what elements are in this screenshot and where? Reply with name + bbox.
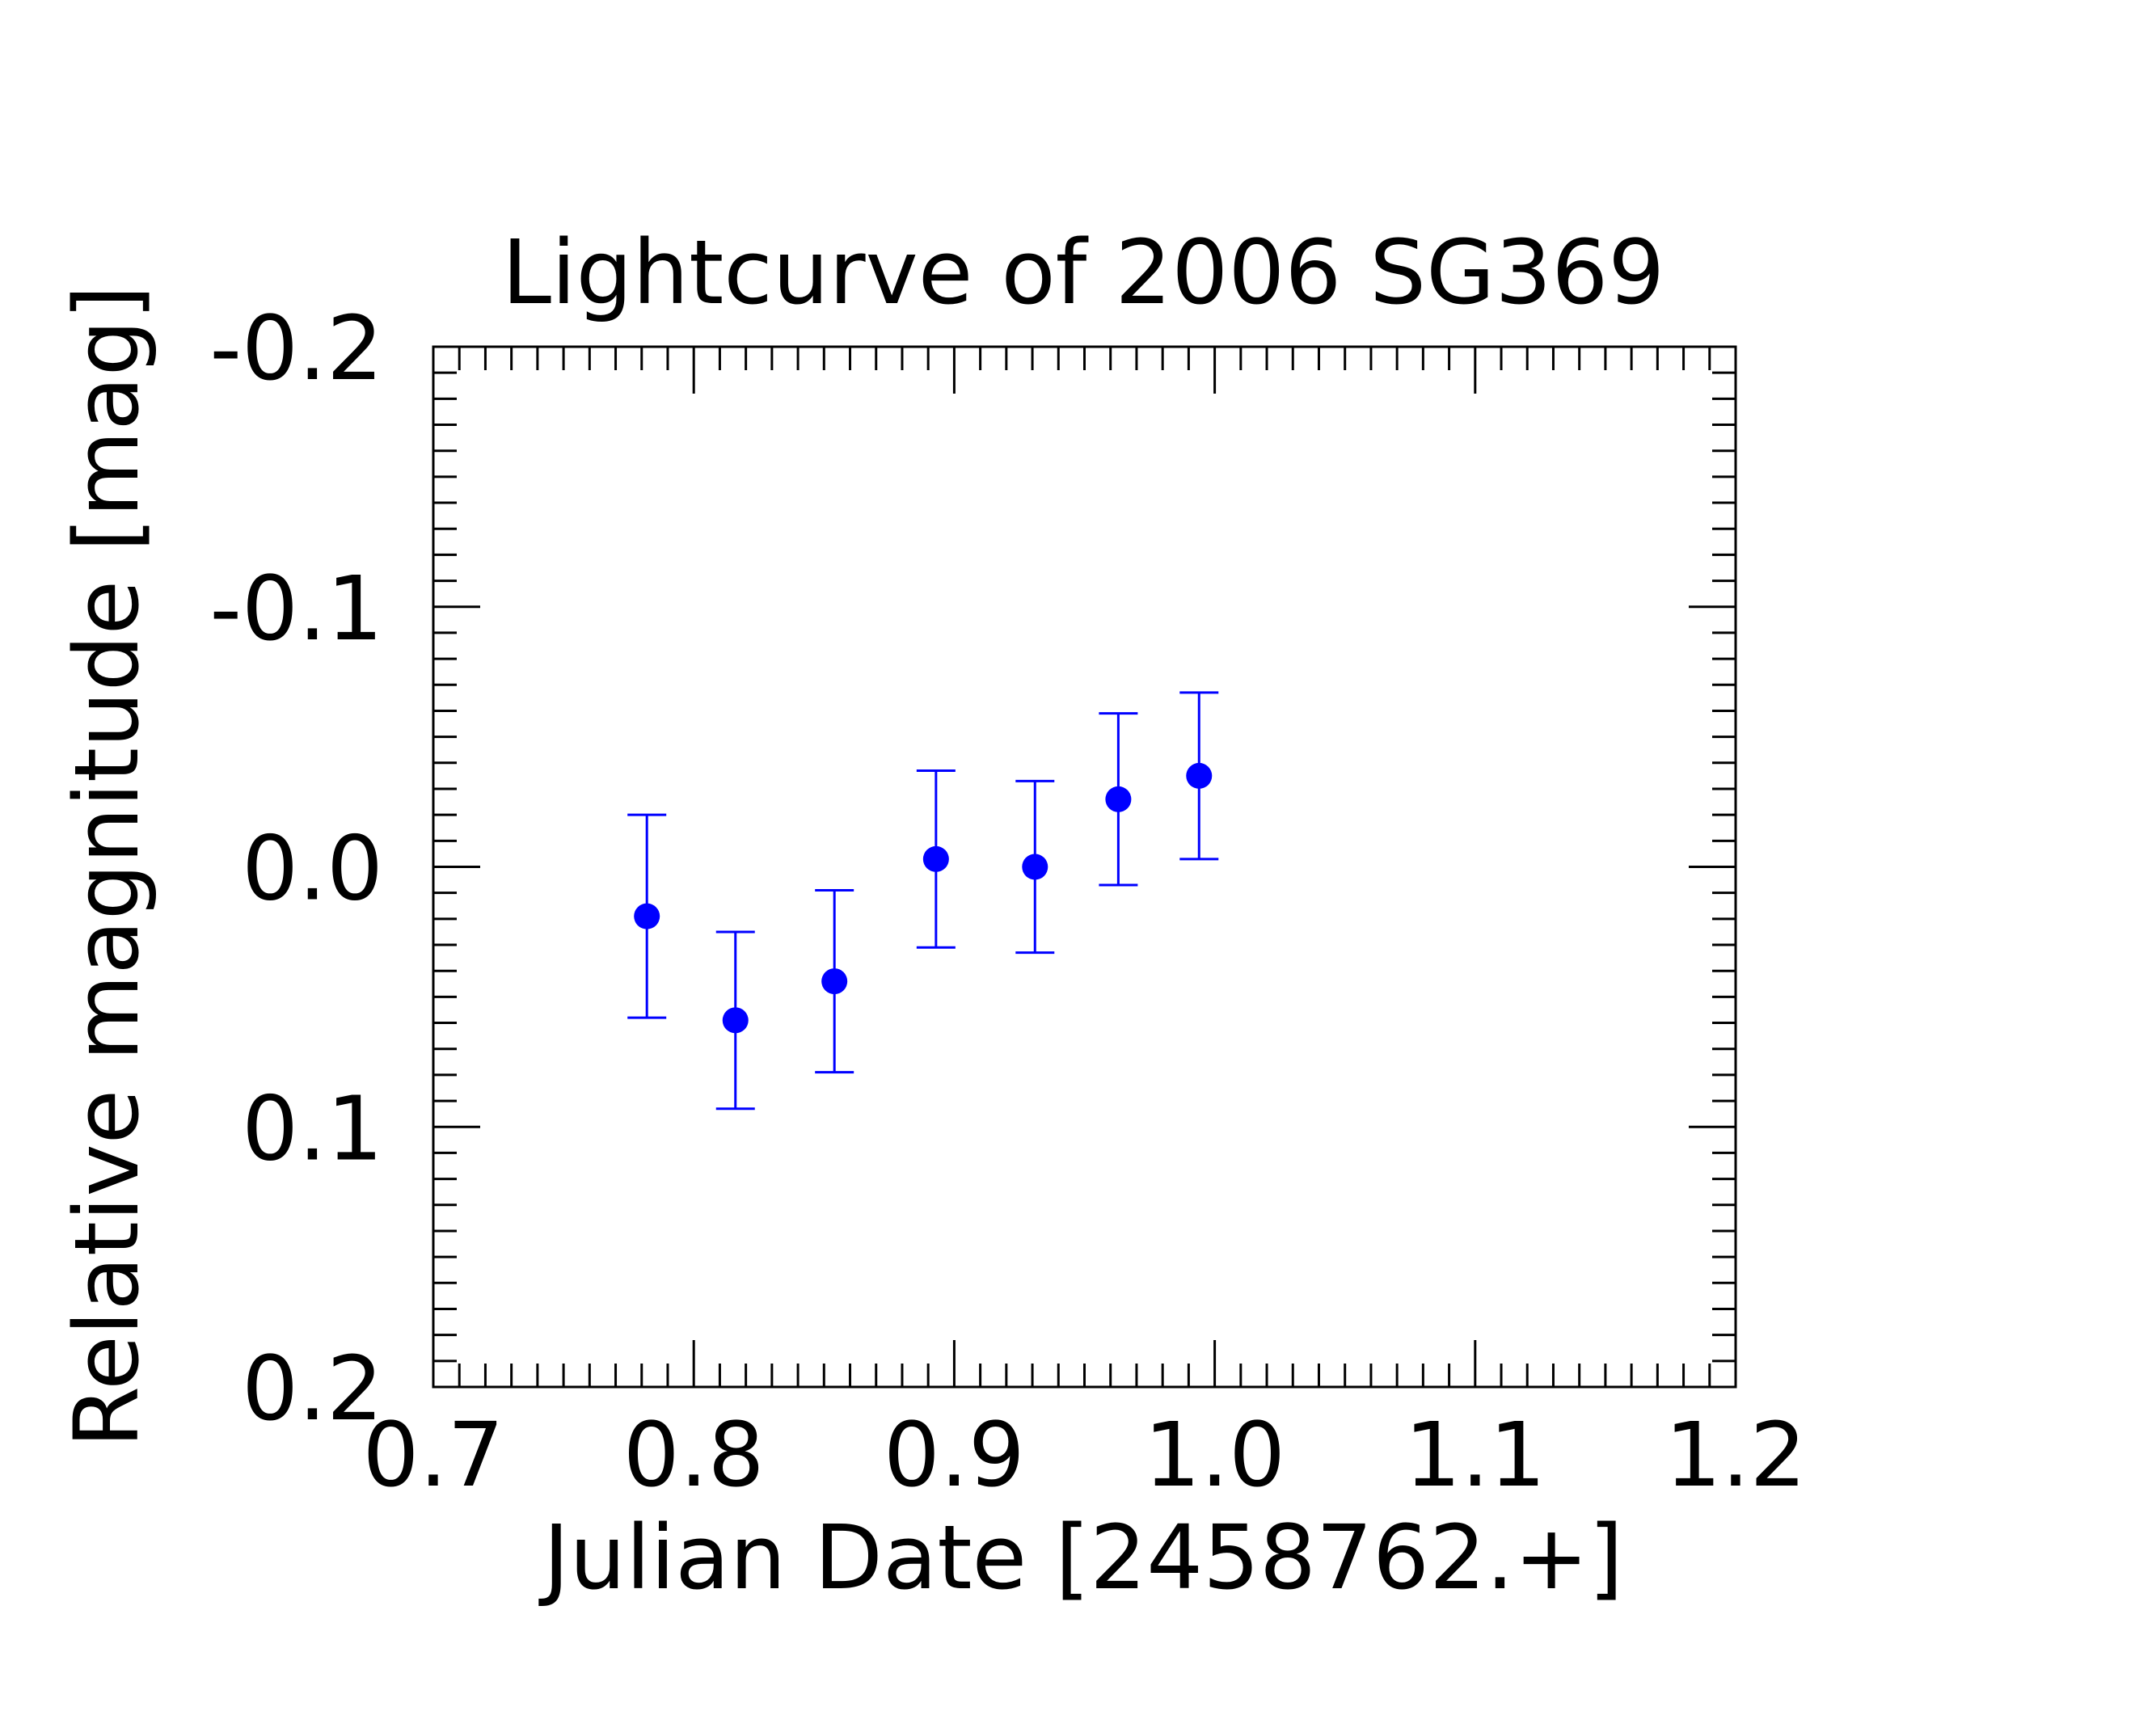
data-point bbox=[1022, 854, 1048, 880]
data-point bbox=[634, 903, 660, 929]
data-point bbox=[1186, 762, 1213, 789]
data-point bbox=[1105, 786, 1132, 812]
x-tick-label: 1.0 bbox=[1144, 1403, 1285, 1507]
x-tick-labels: 0.7 0.8 0.9 1.0 1.1 1.2 bbox=[363, 1403, 1807, 1507]
data-point bbox=[722, 1007, 749, 1034]
x-tick-label: 0.7 bbox=[363, 1403, 504, 1507]
y-tick-label: -0.1 bbox=[209, 557, 383, 660]
x-tick-label: 0.9 bbox=[884, 1403, 1025, 1507]
x-tick-label: 1.1 bbox=[1404, 1403, 1546, 1507]
x-tick-label: 1.2 bbox=[1665, 1403, 1807, 1507]
axis-ticks bbox=[432, 345, 1737, 1389]
x-axis-label: Julian Date [2458762.+] bbox=[538, 1506, 1623, 1609]
x-tick-label: 0.8 bbox=[623, 1403, 765, 1507]
chart-title: Lightcurve of 2006 SG369 bbox=[502, 221, 1665, 324]
y-tick-label: 0.1 bbox=[242, 1077, 383, 1180]
data-points bbox=[627, 691, 1219, 1111]
y-tick-label: 0.0 bbox=[242, 817, 383, 921]
y-axis-label: Relative magnitude [mag] bbox=[55, 285, 158, 1448]
plot-frame bbox=[432, 345, 1737, 1389]
y-tick-label: 0.2 bbox=[242, 1337, 383, 1440]
data-point bbox=[821, 968, 848, 995]
y-tick-labels: -0.2 -0.1 0.0 0.1 0.2 bbox=[209, 297, 383, 1440]
y-tick-label: -0.2 bbox=[209, 297, 383, 400]
data-point bbox=[922, 845, 949, 872]
